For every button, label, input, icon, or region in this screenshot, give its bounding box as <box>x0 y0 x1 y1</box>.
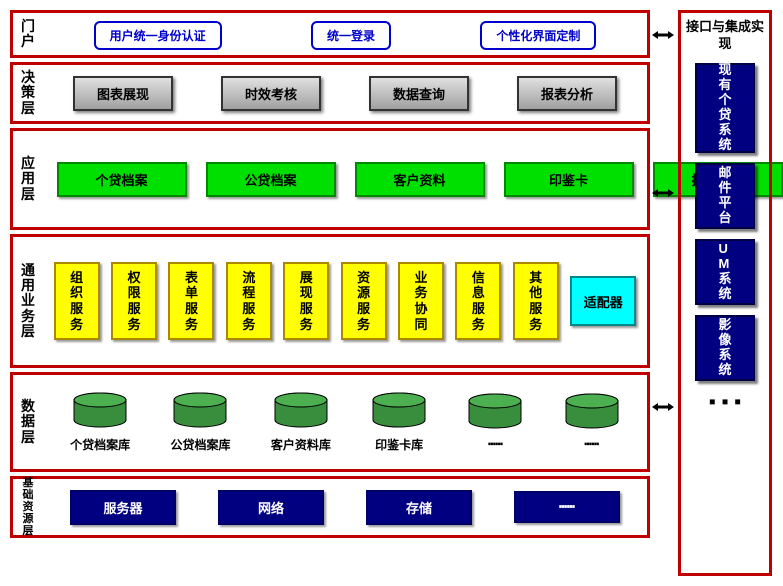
svc-biz[interactable]: 业务协同 <box>398 262 444 340</box>
svc-perm[interactable]: 权限服务 <box>111 262 157 340</box>
app-public[interactable]: 公贷档案 <box>206 162 336 197</box>
decision-time[interactable]: 时效考核 <box>221 76 321 111</box>
svc-adapter[interactable]: 适配器 <box>570 276 636 326</box>
infra-storage[interactable]: 存储 <box>366 490 472 525</box>
layer-infra: 基础资源层 服务器 网络 存储 ┅┅ <box>10 476 650 538</box>
right-panel: 接口与集成实现 现有个贷系统 邮件平台 UM系统 影像系统 ▪ ▪ ▪ <box>678 10 772 576</box>
app-seal[interactable]: 印鉴卡 <box>504 162 634 197</box>
portal-content: 用户统一身份认证 统一登录 个性化界面定制 <box>43 13 647 55</box>
layer-label-app: 应用层 <box>13 131 43 227</box>
db-customer: 客户资料库 <box>271 392 331 453</box>
ext-loan-system[interactable]: 现有个贷系统 <box>695 63 755 153</box>
ext-image[interactable]: 影像系统 <box>695 315 755 381</box>
database-icon <box>72 392 128 432</box>
svc-info[interactable]: 信息服务 <box>455 262 501 340</box>
ext-um[interactable]: UM系统 <box>695 239 755 305</box>
decision-chart[interactable]: 图表展现 <box>73 76 173 111</box>
app-content: 个贷档案 公贷档案 客户资料 印鉴卡 押品权证 其他实物 统计分析 系统管理 <box>43 131 647 227</box>
layer-label-portal: 门户 <box>13 13 43 55</box>
portal-btn-login[interactable]: 统一登录 <box>311 21 391 50</box>
layer-label-decision: 决策层 <box>13 65 43 121</box>
data-content: 个贷档案库 公贷档案库 客户资料库 印鉴卡库 ┅┅ ┅┅ <box>43 375 647 469</box>
decision-report[interactable]: 报表分析 <box>517 76 617 111</box>
database-icon <box>564 393 620 433</box>
database-icon <box>371 392 427 432</box>
svc-flow[interactable]: 流程服务 <box>226 262 272 340</box>
layer-data: 数据层 个贷档案库 公贷档案库 客户资料库 印鉴卡库 ┅┅ <box>10 372 650 472</box>
database-icon <box>467 393 523 433</box>
svc-form[interactable]: 表单服务 <box>168 262 214 340</box>
db-public: 公贷档案库 <box>170 392 230 453</box>
db-personal: 个贷档案库 <box>70 392 130 453</box>
infra-content: 服务器 网络 存储 ┅┅ <box>43 479 647 535</box>
layer-label-infra: 基础资源层 <box>13 479 43 535</box>
svc-other[interactable]: 其他服务 <box>513 262 559 340</box>
infra-network[interactable]: 网络 <box>218 490 324 525</box>
right-title: 接口与集成实现 <box>685 19 765 53</box>
database-icon <box>273 392 329 432</box>
arrow-icon <box>652 28 674 42</box>
ext-mail[interactable]: 邮件平台 <box>695 163 755 229</box>
service-content: 组织服务 权限服务 表单服务 流程服务 展现服务 资源服务 业务协同 信息服务 … <box>43 237 647 365</box>
portal-btn-auth[interactable]: 用户统一身份认证 <box>94 21 222 50</box>
portal-btn-custom[interactable]: 个性化界面定制 <box>480 21 596 50</box>
infra-more[interactable]: ┅┅ <box>514 491 620 523</box>
layer-portal: 门户 用户统一身份认证 统一登录 个性化界面定制 <box>10 10 650 58</box>
svc-view[interactable]: 展现服务 <box>283 262 329 340</box>
db-more1: ┅┅ <box>467 393 523 451</box>
decision-content: 图表展现 时效考核 数据查询 报表分析 <box>43 65 647 121</box>
layer-decision: 决策层 图表展现 时效考核 数据查询 报表分析 <box>10 62 650 124</box>
layer-label-data: 数据层 <box>13 375 43 469</box>
db-seal: 印鉴卡库 <box>371 392 427 453</box>
main-layers: 门户 用户统一身份认证 统一登录 个性化界面定制 决策层 图表展现 时效考核 数… <box>10 10 650 542</box>
arrow-icon <box>652 400 674 414</box>
layer-app: 应用层 个贷档案 公贷档案 客户资料 印鉴卡 押品权证 其他实物 统计分析 系统… <box>10 128 650 230</box>
layer-label-service: 通用业务层 <box>13 237 43 365</box>
infra-server[interactable]: 服务器 <box>70 490 176 525</box>
svc-res[interactable]: 资源服务 <box>341 262 387 340</box>
app-personal[interactable]: 个贷档案 <box>57 162 187 197</box>
svc-org[interactable]: 组织服务 <box>54 262 100 340</box>
decision-query[interactable]: 数据查询 <box>369 76 469 111</box>
db-more2: ┅┅ <box>564 393 620 451</box>
layer-service: 通用业务层 组织服务 权限服务 表单服务 流程服务 展现服务 资源服务 业务协同… <box>10 234 650 368</box>
app-customer[interactable]: 客户资料 <box>355 162 485 197</box>
database-icon <box>172 392 228 432</box>
ext-more-dots: ▪ ▪ ▪ <box>709 391 741 414</box>
